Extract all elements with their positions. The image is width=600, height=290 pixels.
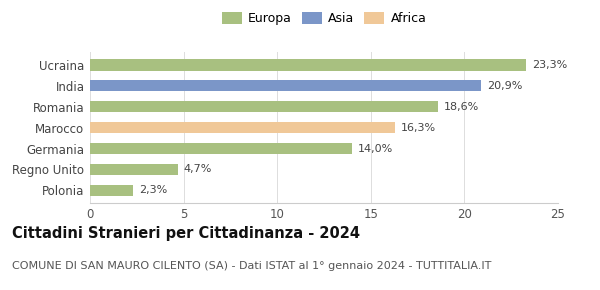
Text: 18,6%: 18,6% <box>444 102 479 112</box>
Text: 2,3%: 2,3% <box>139 185 167 195</box>
Text: 16,3%: 16,3% <box>401 123 436 133</box>
Bar <box>90 164 178 175</box>
Legend: Europa, Asia, Africa: Europa, Asia, Africa <box>219 9 429 27</box>
Text: 20,9%: 20,9% <box>487 81 522 91</box>
Bar <box>90 143 352 154</box>
Text: 23,3%: 23,3% <box>532 60 567 70</box>
Bar <box>90 185 133 196</box>
Text: 14,0%: 14,0% <box>358 144 393 153</box>
Bar <box>90 59 526 70</box>
Bar <box>90 101 438 113</box>
Text: COMUNE DI SAN MAURO CILENTO (SA) - Dati ISTAT al 1° gennaio 2024 - TUTTITALIA.IT: COMUNE DI SAN MAURO CILENTO (SA) - Dati … <box>12 261 491 271</box>
Bar <box>90 122 395 133</box>
Text: Cittadini Stranieri per Cittadinanza - 2024: Cittadini Stranieri per Cittadinanza - 2… <box>12 226 360 241</box>
Bar <box>90 80 481 92</box>
Text: 4,7%: 4,7% <box>184 164 212 175</box>
